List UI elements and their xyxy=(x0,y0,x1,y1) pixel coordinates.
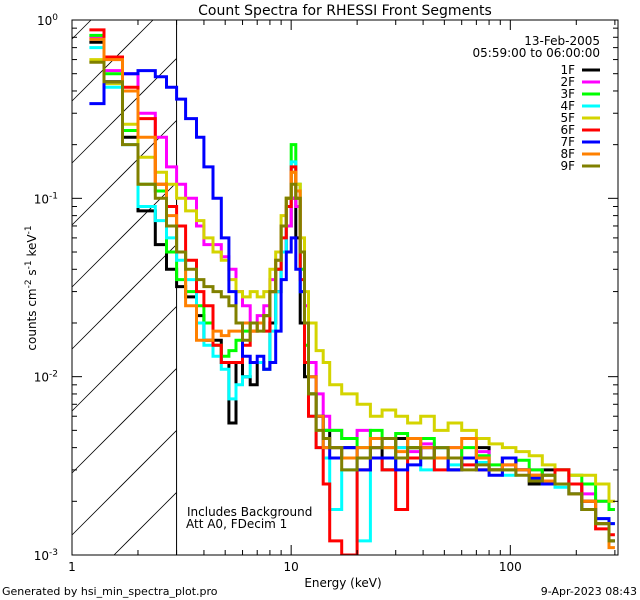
hatch-line xyxy=(71,430,177,536)
series-5F xyxy=(89,58,615,503)
series-9F xyxy=(89,60,615,543)
x-axis-label: Energy (keV) xyxy=(304,576,381,590)
x-tick-label: 1 xyxy=(68,560,76,574)
excluded-region-hatch xyxy=(71,19,178,556)
series-4F xyxy=(89,46,615,543)
legend-label-9F: 9F xyxy=(560,159,575,173)
plot-frame xyxy=(71,19,619,556)
x-tick-label: 100 xyxy=(499,560,522,574)
time-range-label: 05:59:00 to 06:00:00 xyxy=(473,46,600,60)
y-tick-label: 10-2 xyxy=(34,370,58,385)
hatch-line xyxy=(71,244,177,350)
annotation-attenuator: Att A0, FDecim 1 xyxy=(186,517,287,531)
legend-label-4F: 4F xyxy=(560,99,575,113)
series-group xyxy=(89,28,615,555)
legend-label-7F: 7F xyxy=(560,135,575,149)
legend-label-3F: 3F xyxy=(560,87,575,101)
footer-timestamp: 9-Apr-2023 08:43 xyxy=(541,585,637,598)
legend-label-5F: 5F xyxy=(560,111,575,125)
annotation-background: Includes Background xyxy=(187,505,312,519)
hatch-line xyxy=(71,368,177,474)
y-tick-label: 100 xyxy=(37,13,58,28)
series-1F xyxy=(89,40,615,543)
hatch-line xyxy=(71,306,177,412)
legend-label-1F: 1F xyxy=(560,63,575,77)
hatch-line xyxy=(71,19,92,40)
axes: 1 10 100 100 10-1 10-2 10-3 xyxy=(34,13,619,574)
chart-title: Count Spectra for RHESSI Front Segments xyxy=(198,3,492,19)
y-axis-label: counts cm-2 s-1 keV-1 xyxy=(24,225,39,350)
hatch-line xyxy=(113,492,177,556)
legend-label-2F: 2F xyxy=(560,75,575,89)
x-tick-label: 10 xyxy=(284,560,299,574)
hatch-line xyxy=(71,182,177,288)
date-label: 13-Feb-2005 xyxy=(524,34,600,48)
legend-label-6F: 6F xyxy=(560,123,575,137)
y-tick-label: 10-3 xyxy=(34,548,58,563)
legend-label-8F: 8F xyxy=(560,147,575,161)
y-tick-label: 10-1 xyxy=(34,191,58,206)
footer-generated-by: Generated by hsi_min_spectra_plot.pro xyxy=(2,585,218,598)
